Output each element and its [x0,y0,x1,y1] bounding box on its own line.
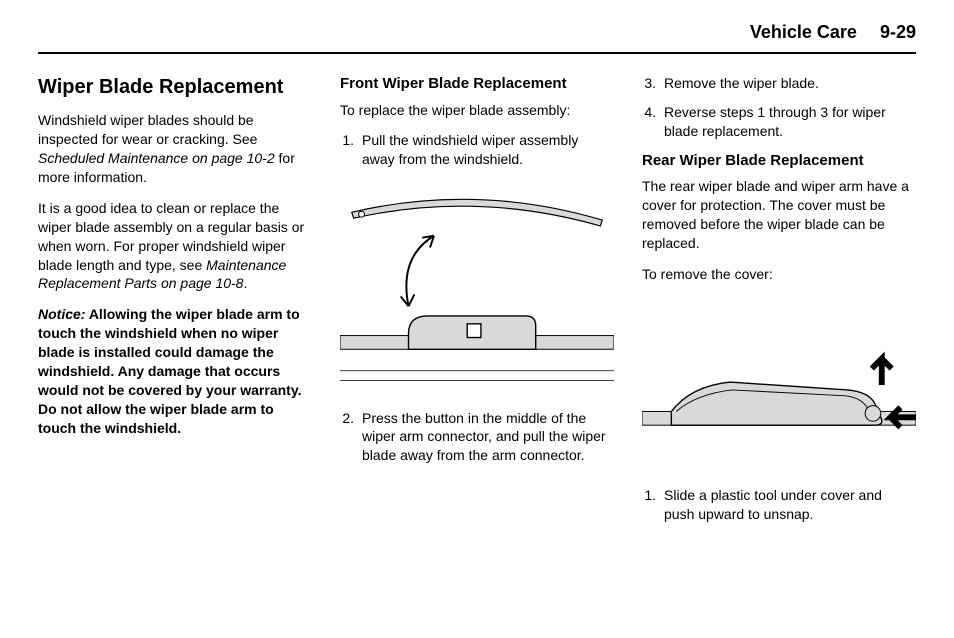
list-item: 4. Reverse steps 1 through 3 for wiper b… [642,103,916,141]
rear-wiper-heading: Rear Wiper Blade Replacement [642,151,916,171]
rear-wiper-steps: 1. Slide a plastic tool under cover and … [642,486,916,524]
step-number: 4. [642,103,664,141]
front-wiper-steps: 1. Pull the windshield wiper assembly aw… [340,131,614,169]
rear-wiper-p2: To remove the cover: [642,265,916,284]
step-text: Reverse steps 1 through 3 for wiper blad… [664,103,916,141]
list-item: 1. Slide a plastic tool under cover and … [642,486,916,524]
column-3: 3. Remove the wiper blade. 4. Reverse st… [642,74,916,533]
notice-block: Notice: Allowing the wiper blade arm to … [38,305,312,437]
notice-label: Notice: [38,306,85,322]
step-text: Pull the windshield wiper assembly away … [362,131,614,169]
front-wiper-steps-cont: 2. Press the button in the middle of the… [340,409,614,466]
front-wiper-heading: Front Wiper Blade Replacement [340,74,614,94]
intro-para-2: It is a good idea to clean or replace th… [38,199,312,293]
step-number: 1. [340,131,362,169]
column-1: Wiper Blade Replacement Windshield wiper… [38,74,312,533]
step-text: Press the button in the middle of the wi… [362,409,614,466]
wiper-diagram-icon [340,179,614,394]
section-title: Vehicle Care [750,22,857,42]
step-number: 1. [642,486,664,524]
rear-wiper-p1: The rear wiper blade and wiper arm have … [642,177,916,253]
rear-wiper-figure [642,296,916,472]
front-wiper-figure [340,179,614,394]
step-number: 3. [642,74,664,93]
step-text: Slide a plastic tool under cover and pus… [664,486,916,524]
rear-wiper-diagram-icon [642,296,916,472]
main-heading: Wiper Blade Replacement [38,74,312,101]
page-header: Vehicle Care 9-29 [38,20,916,54]
front-wiper-steps-end: 3. Remove the wiper blade. 4. Reverse st… [642,74,916,141]
column-2: Front Wiper Blade Replacement To replace… [340,74,614,533]
list-item: 1. Pull the windshield wiper assembly aw… [340,131,614,169]
list-item: 2. Press the button in the middle of the… [340,409,614,466]
list-item: 3. Remove the wiper blade. [642,74,916,93]
content-columns: Wiper Blade Replacement Windshield wiper… [38,74,916,533]
step-number: 2. [340,409,362,466]
intro-para-1: Windshield wiper blades should be inspec… [38,111,312,187]
xref-scheduled-maintenance: Scheduled Maintenance on page 10-2 [38,150,275,166]
front-wiper-intro: To replace the wiper blade assembly: [340,101,614,120]
step-text: Remove the wiper blade. [664,74,916,93]
text-run: Windshield wiper blades should be inspec… [38,112,257,147]
page-number: 9-29 [880,22,916,42]
text-run: . [243,275,247,291]
notice-text: Allowing the wiper blade arm to touch th… [38,306,301,435]
